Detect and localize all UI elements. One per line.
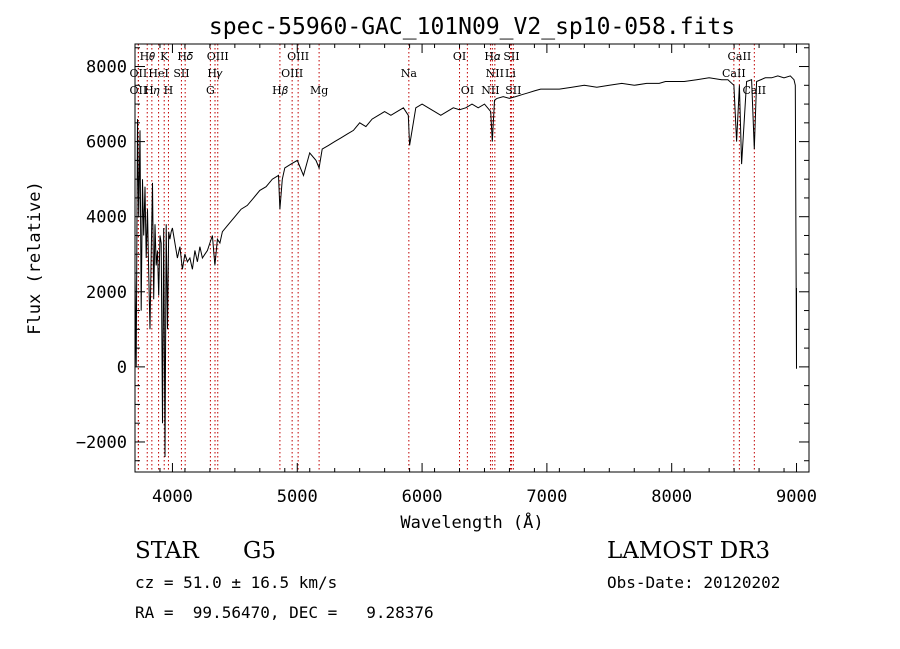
line-label-21: H𝛼 xyxy=(484,50,501,63)
line-label-19: NII xyxy=(481,84,499,97)
chart-title: spec-55960-GAC_101N09_V2_sp10-058.fits xyxy=(209,14,735,40)
line-label-4: HeI xyxy=(148,67,168,80)
object-subclass: G5 xyxy=(243,538,277,564)
line-label-27: CaII xyxy=(742,84,766,97)
y-axis-ticks: −2000 0 2000 4000 6000 8000 xyxy=(76,47,809,462)
y-tick-label-1: 0 xyxy=(117,358,127,378)
survey-name: LAMOST DR3 xyxy=(607,538,771,564)
line-markers xyxy=(137,44,755,472)
line-label-22: Li xyxy=(505,67,516,80)
line-label-15: Mg xyxy=(310,84,328,97)
line-label-14: OIII xyxy=(287,50,309,63)
line-marker-labels: OIIH𝜃OIIH𝜂HeIKHSIIH𝛿GH𝛾OIIIH𝛽OIIIOIIIMgN… xyxy=(130,50,767,97)
y-tick-label-4: 6000 xyxy=(86,133,127,153)
redshift-cz: cz = 51.0 ± 16.5 km/s xyxy=(135,573,338,592)
line-label-9: G xyxy=(206,84,215,97)
x-tick-label-1: 5000 xyxy=(277,487,318,507)
line-label-7: SII xyxy=(173,67,189,80)
y-tick-label-2: 2000 xyxy=(86,283,127,303)
x-axis-label: Wavelength (Å) xyxy=(400,511,543,533)
line-label-1: H𝜃 xyxy=(140,50,156,63)
line-label-16: Na xyxy=(401,67,418,80)
y-axis-label: Flux (relative) xyxy=(25,181,45,335)
x-tick-label-2: 6000 xyxy=(402,487,443,507)
observation-date: Obs-Date: 20120202 xyxy=(607,573,781,592)
y-tick-label-0: −2000 xyxy=(76,433,127,453)
x-axis-ticks: 4000 5000 6000 7000 8000 9000 xyxy=(134,44,817,507)
line-label-17: OI xyxy=(453,50,466,63)
x-tick-label-3: 7000 xyxy=(526,487,567,507)
y-tick-label-3: 4000 xyxy=(86,208,127,228)
line-label-10: H𝛾 xyxy=(207,67,223,80)
object-class: STAR xyxy=(135,538,199,564)
line-label-25: CaII xyxy=(722,67,746,80)
line-label-20: NII xyxy=(486,67,504,80)
line-label-3: H𝜂 xyxy=(144,84,160,97)
x-tick-label-5: 9000 xyxy=(776,487,817,507)
line-label-2: OII xyxy=(130,67,148,80)
coordinates: RA = 99.56470, DEC = 9.28376 xyxy=(135,603,434,622)
line-label-13: OIII xyxy=(281,67,303,80)
line-label-26: CaII xyxy=(728,50,752,63)
line-label-12: H𝛽 xyxy=(272,84,288,97)
y-tick-label-5: 8000 xyxy=(86,58,127,78)
line-label-6: H xyxy=(164,84,174,97)
x-tick-label-0: 4000 xyxy=(152,487,193,507)
x-tick-label-4: 8000 xyxy=(651,487,692,507)
line-label-5: K xyxy=(160,50,169,63)
line-label-8: H𝛿 xyxy=(177,50,194,63)
line-label-18: OI xyxy=(461,84,474,97)
line-label-0: OII xyxy=(130,84,148,97)
line-label-11: OIII xyxy=(207,50,229,63)
line-label-24: SII xyxy=(505,84,521,97)
spectrum-line xyxy=(134,75,797,458)
plot-frame xyxy=(134,43,810,473)
line-label-23: SII xyxy=(503,50,519,63)
